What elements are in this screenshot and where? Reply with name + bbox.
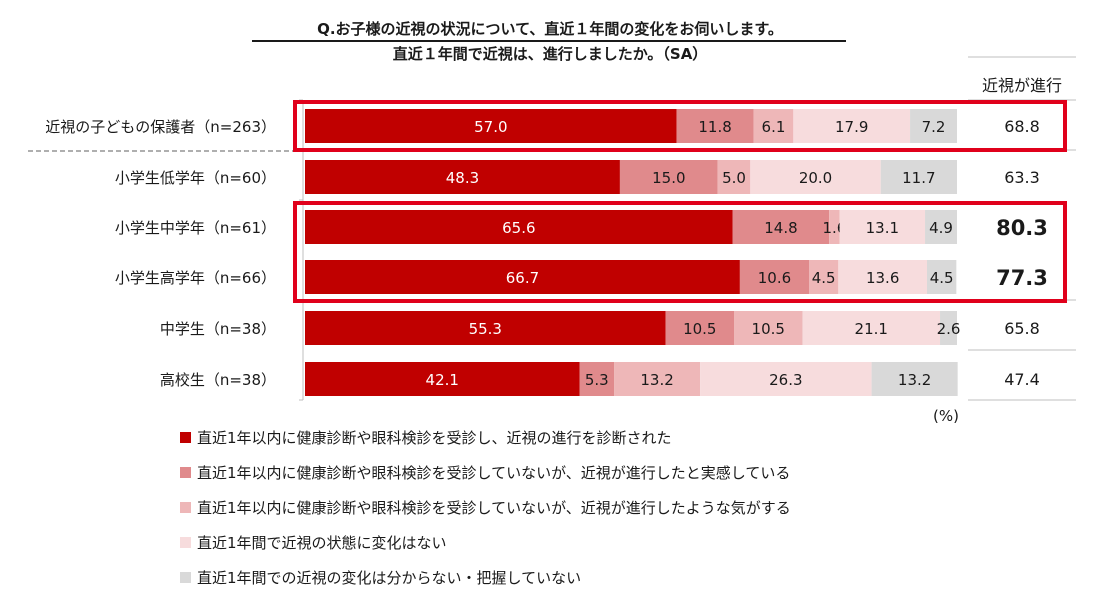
title-underline: [252, 40, 846, 42]
data-label: 20.0: [799, 169, 832, 187]
bar-segment: [305, 210, 733, 244]
bar-segment: [838, 260, 928, 294]
bar-segment: [927, 260, 957, 294]
data-label: 13.6: [866, 269, 899, 287]
side-column-value: 63.3: [1004, 168, 1040, 187]
legend-label: 直近1年間での近視の変化は分からない・把握していない: [197, 568, 582, 587]
data-label: 4.5: [812, 269, 836, 287]
bar-segment: [829, 210, 840, 244]
data-label: 26.3: [769, 371, 802, 389]
chart-title-line2: 直近１年間で近視は、進行しましたか。（SA）: [392, 45, 708, 63]
highlight-box: [293, 201, 1067, 303]
bar-segment: [732, 210, 830, 244]
data-label: 11.7: [902, 169, 935, 187]
bar-segment: [925, 210, 957, 244]
category-label: 小学生低学年（n=60）: [115, 169, 276, 187]
legend-item: 直近1年以内に健康診断や眼科検診を受診し、近視の進行を診断された: [180, 427, 672, 447]
bar-segment: [305, 311, 666, 345]
side-column-value: 65.8: [1004, 319, 1040, 338]
side-column-value: 77.3: [996, 266, 1048, 290]
data-label: 13.2: [898, 371, 931, 389]
legend-item: 直近1年間で近視の状態に変化はない: [180, 532, 447, 552]
data-label: 10.6: [758, 269, 791, 287]
data-label: 65.6: [502, 219, 535, 237]
bar-segment: [305, 260, 740, 294]
legend-swatch: [180, 571, 191, 583]
side-column-value: 80.3: [996, 216, 1048, 240]
bar-segment: [305, 109, 677, 143]
bar-segment: [940, 311, 957, 345]
side-column-header: 近視が進行: [982, 76, 1062, 95]
category-label: 小学生中学年（n=61）: [115, 219, 276, 237]
data-label: 17.9: [835, 118, 868, 136]
bar-segment: [734, 311, 803, 345]
bar-segment: [717, 160, 751, 194]
data-label: 2.6: [937, 320, 961, 338]
legend-swatch: [180, 536, 191, 548]
category-label: 近視の子どもの保護者（n=263）: [45, 118, 276, 136]
data-label: 66.7: [506, 269, 539, 287]
data-label: 5.3: [585, 371, 609, 389]
bar-segment: [305, 160, 620, 194]
bar-segment: [676, 109, 754, 143]
legend-swatch: [180, 501, 191, 513]
legend-item: 直近1年以内に健康診断や眼科検診を受診していないが、近視が進行したと実感している: [180, 462, 790, 482]
category-label: 小学生高学年（n=66）: [115, 269, 276, 287]
legend-label: 直近1年以内に健康診断や眼科検診を受診し、近視の進行を診断された: [197, 428, 672, 447]
data-label: 57.0: [474, 118, 507, 136]
data-label: 42.1: [426, 371, 459, 389]
data-label: 55.3: [469, 320, 502, 338]
data-label: 6.1: [762, 118, 786, 136]
bar-segment: [614, 362, 701, 396]
bar-segment: [579, 362, 615, 396]
bar-segment: [871, 362, 958, 396]
data-label: 4.5: [930, 269, 954, 287]
bar-segment: [750, 160, 881, 194]
data-label: 10.5: [752, 320, 785, 338]
bar-segment: [793, 109, 911, 143]
bar-segment: [753, 109, 794, 143]
category-label: 中学生（n=38）: [160, 320, 276, 338]
data-label: 5.0: [722, 169, 746, 187]
unit-label: (%): [933, 407, 959, 425]
legend-item: 直近1年間での近視の変化は分からない・把握していない: [180, 567, 581, 587]
legend-label: 直近1年間で近視の状態に変化はない: [197, 533, 447, 552]
data-label: 10.5: [683, 320, 716, 338]
data-label: 13.1: [866, 219, 899, 237]
legend-label: 直近1年以内に健康診断や眼科検診を受診していないが、近視が進行したと実感している: [197, 463, 791, 482]
side-column-value: 47.4: [1004, 370, 1040, 389]
data-label: 14.8: [764, 219, 797, 237]
data-label: 11.8: [698, 118, 731, 136]
legend-swatch: [180, 466, 191, 478]
bar-segment: [700, 362, 872, 396]
legend-swatch: [180, 431, 191, 443]
data-label: 13.2: [640, 371, 673, 389]
bar-segment: [802, 311, 941, 345]
data-label: 48.3: [446, 169, 479, 187]
data-label: 4.9: [929, 219, 953, 237]
bar-segment: [619, 160, 718, 194]
bar-segment: [910, 109, 957, 143]
bar-segment: [739, 260, 809, 294]
chart-title-line1: Q.お子様の近視の状況について、直近１年間の変化をお伺いします。: [317, 20, 783, 38]
legend-label: 直近1年以内に健康診断や眼科検診を受診していないが、近視が進行したような気がする: [197, 498, 791, 517]
bar-segment: [808, 260, 839, 294]
data-label: 7.2: [922, 118, 946, 136]
bar-segment: [305, 362, 580, 396]
bar-segment: [665, 311, 735, 345]
data-label: 21.1: [855, 320, 888, 338]
bar-segment: [880, 160, 957, 194]
highlight-box: [293, 100, 1067, 152]
side-column-value: 68.8: [1004, 117, 1040, 136]
legend-item: 直近1年以内に健康診断や眼科検診を受診していないが、近視が進行したような気がする: [180, 497, 791, 517]
category-label: 高校生（n=38）: [160, 371, 276, 389]
bar-segment: [839, 210, 926, 244]
data-label: 15.0: [652, 169, 685, 187]
